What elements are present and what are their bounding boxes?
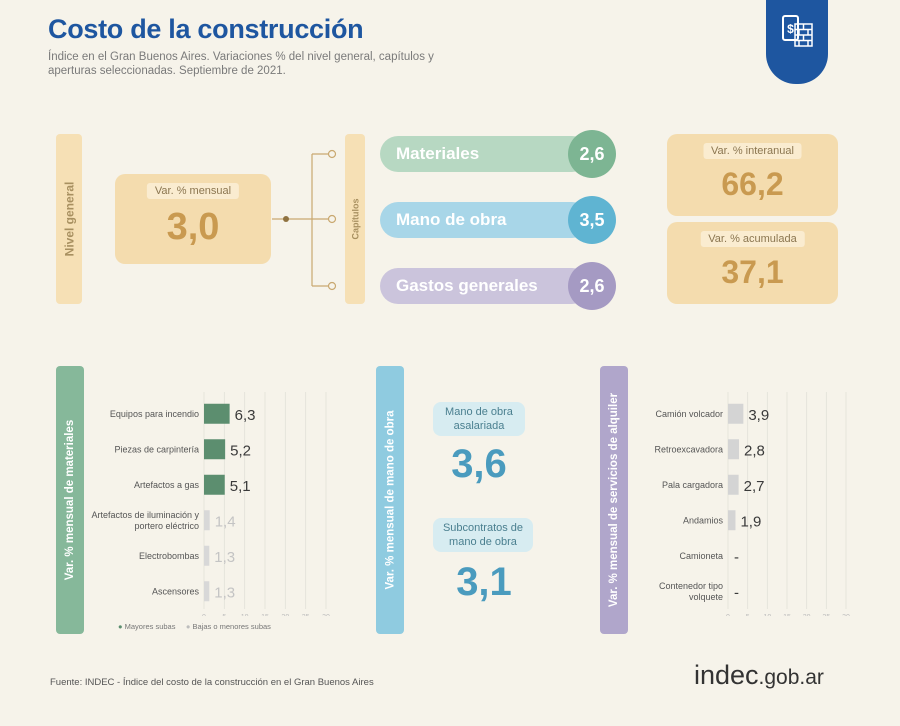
connector-lines: [272, 149, 337, 291]
axis-tick-label: 20: [803, 614, 811, 616]
bar-value-label: -: [734, 549, 739, 566]
bar-value-label: -: [734, 584, 739, 601]
axis-tick-label: 20: [281, 614, 289, 616]
bar: [204, 581, 210, 602]
bar-value-label: 3,9: [748, 407, 769, 424]
nivel-general-card-label: Var. % mensual: [146, 183, 240, 199]
bar-value-label: 1,3: [214, 584, 235, 601]
category-label: Artefactos de iluminación y portero eléct…: [91, 510, 199, 531]
category-label: Equipos para incendio: [110, 409, 199, 419]
pill-materiales-label: Materiales: [396, 144, 480, 163]
indec-logo: indec.gob.ar: [694, 660, 824, 691]
interanual-card: Var. % interanual 66,2: [667, 134, 838, 216]
footer-source: Fuente: INDEC - Índice del costo de la c…: [50, 677, 374, 688]
axis-tick-label: 30: [322, 614, 330, 616]
asalariada-card: Mano de obra asalariada: [433, 402, 525, 436]
materiales-strip: Var. % mensual de materiales: [56, 366, 84, 634]
category-label: Electrobombas: [139, 551, 200, 561]
bar-value-label: 2,8: [744, 442, 765, 459]
materiales-chart: 0 5 10 15 20 25 30 Equipos para incendio 6,3 Piez…: [91, 392, 330, 616]
pill-mano-obra-value: 3,5: [568, 196, 616, 244]
category-label: Piezas de carpintería: [114, 444, 199, 454]
pill-gastos: Gastos generales: [380, 268, 590, 304]
acumulada-label: Var. % acumulada: [700, 231, 805, 247]
capitulos-strip: Capítulos: [345, 134, 365, 304]
axis-tick-label: 5: [222, 614, 226, 616]
page-title: Costo de la construcción: [48, 14, 364, 44]
logo-main: indec: [694, 660, 759, 690]
axis-tick-label: 25: [302, 614, 310, 616]
mano-obra-panel-label: Var. % mensual de mano de obra: [384, 410, 397, 590]
bar-value-label: 2,7: [744, 478, 765, 495]
page-subtitle: Índice en el Gran Buenos Aires. Variacio…: [48, 51, 434, 77]
bar: [204, 474, 225, 495]
materiales-panel-label: Var. % mensual de materiales: [64, 419, 77, 581]
category-label: Artefactos a gas: [134, 480, 200, 490]
pill-materiales-value: 2,6: [568, 130, 616, 178]
legend-dot-up: ●: [118, 622, 123, 631]
axis-tick-label: 5: [746, 614, 750, 616]
nivel-general-label: Nivel general: [62, 181, 77, 257]
subcontratos-card: Subcontratos de mano de obra: [433, 518, 533, 552]
bar: [728, 510, 736, 531]
bar-value-label: 1,9: [740, 513, 761, 530]
axis-tick-label: 10: [763, 614, 771, 616]
nivel-general-value: 3,0: [166, 206, 220, 248]
axis-tick-label: 0: [202, 614, 206, 616]
legend-dot-down: ●: [185, 622, 191, 631]
legend-down-label: Bajas o menores subas: [192, 622, 271, 631]
category-label: Andamios: [683, 515, 724, 525]
acumulada-value: 37,1: [721, 254, 784, 290]
category-label: Pala cargadora: [662, 480, 723, 490]
pill-materiales: Materiales: [380, 136, 590, 172]
category-label: Camioneta: [679, 551, 723, 561]
bar-value-label: 1,4: [215, 513, 236, 530]
axis-tick-label: 0: [726, 614, 730, 616]
legend-up-label: Mayores subas: [124, 622, 176, 631]
pill-mano-obra-label: Mano de obra: [396, 210, 507, 229]
category-label: Contenedor tipo volquete: [659, 581, 723, 602]
bar: [728, 403, 744, 424]
pill-gastos-value: 2,6: [568, 262, 616, 310]
subcontratos-value: 3,1: [456, 560, 512, 604]
materiales-legend: ● Mayores subas ● Bajas o menores subas: [118, 622, 271, 631]
asalariada-value: 3,6: [451, 442, 507, 486]
category-label: Camión volcador: [655, 409, 723, 419]
acumulada-card: Var. % acumulada 37,1: [667, 222, 838, 304]
pill-mano-obra: Mano de obra: [380, 202, 590, 238]
bar: [204, 510, 210, 531]
interanual-label: Var. % interanual: [703, 143, 802, 159]
bar: [204, 439, 226, 460]
axis-tick-label: 30: [842, 614, 850, 616]
interanual-value: 66,2: [721, 166, 784, 202]
nivel-general-strip: Nivel general: [56, 134, 82, 304]
bar: [728, 474, 739, 495]
axis-tick-label: 25: [822, 614, 830, 616]
header-badge: $: [766, 0, 828, 84]
pill-gastos-label: Gastos generales: [396, 276, 538, 295]
capitulos-label: Capítulos: [350, 198, 361, 240]
building-cost-icon: $: [782, 15, 813, 47]
bar-value-label: 5,1: [230, 478, 251, 495]
mano-obra-strip: Var. % mensual de mano de obra: [376, 366, 404, 634]
axis-tick-label: 10: [241, 614, 249, 616]
bar-value-label: 1,3: [214, 549, 235, 566]
alquiler-chart: 0 5 10 15 20 25 30 Camión volcador 3,9 Retroexcav…: [654, 392, 850, 616]
axis-tick-label: 15: [261, 614, 269, 616]
bar: [728, 439, 740, 460]
category-label: Ascensores: [152, 586, 200, 596]
axis-tick-label: 15: [783, 614, 791, 616]
logo-suffix: .gob.ar: [758, 666, 824, 689]
bar: [204, 545, 210, 566]
category-label: Retroexcavadora: [654, 444, 723, 454]
bar-value-label: 6,3: [235, 407, 256, 424]
nivel-general-card: Var. % mensual 3,0: [115, 174, 271, 264]
asalariada-label: Mano de obra asalariada: [445, 406, 513, 432]
bar-value-label: 5,2: [230, 442, 251, 459]
alquiler-panel-label: Var. % mensual de servicios de alquiler: [608, 392, 621, 608]
bar: [204, 403, 230, 424]
subcontratos-label: Subcontratos de mano de obra: [442, 522, 524, 548]
alquiler-strip: Var. % mensual de servicios de alquiler: [600, 366, 628, 634]
svg-text:$: $: [787, 22, 794, 36]
